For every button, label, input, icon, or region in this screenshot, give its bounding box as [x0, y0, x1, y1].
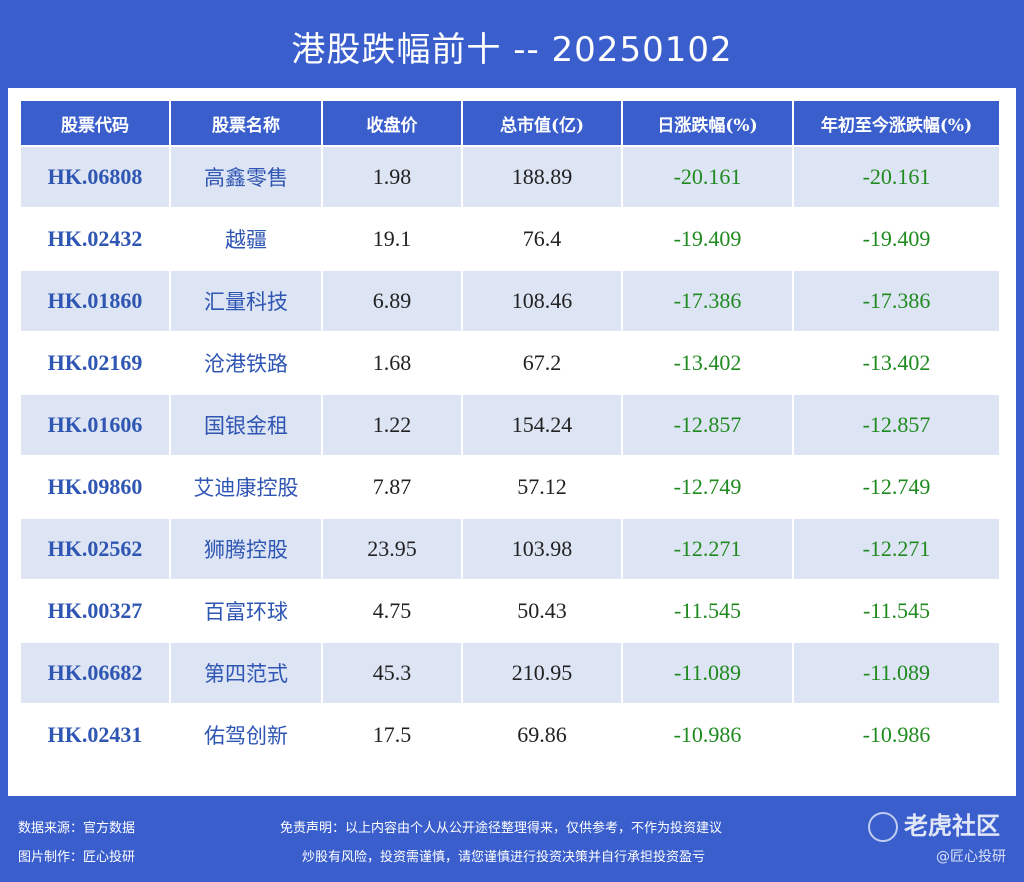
cell-daily-change: -12.857	[623, 395, 792, 455]
cell-name: 沧港铁路	[171, 333, 321, 393]
image-maker-note: 图片制作：匠心投研	[18, 850, 136, 865]
cell-ytd-change: -11.089	[794, 643, 999, 703]
col-header-name: 股票名称	[171, 101, 321, 145]
cell-code: HK.02431	[21, 705, 169, 765]
cell-close: 17.5	[323, 705, 461, 765]
cell-ytd-change: -19.409	[794, 209, 999, 269]
cell-name: 百富环球	[171, 581, 321, 641]
cell-close: 7.87	[323, 457, 461, 517]
cell-code: HK.06808	[21, 147, 169, 207]
cell-name: 汇量科技	[171, 271, 321, 331]
table-row: HK.06808 高鑫零售 1.98 188.89 -20.161 -20.16…	[21, 147, 999, 207]
table-row: HK.01860 汇量科技 6.89 108.46 -17.386 -17.38…	[21, 271, 999, 331]
cell-ytd-change: -12.749	[794, 457, 999, 517]
cell-daily-change: -20.161	[623, 147, 792, 207]
cell-name: 国银金租	[171, 395, 321, 455]
table-row: HK.00327 百富环球 4.75 50.43 -11.545 -11.545	[21, 581, 999, 641]
cell-name: 艾迪康控股	[171, 457, 321, 517]
table-row: HK.09860 艾迪康控股 7.87 57.12 -12.749 -12.74…	[21, 457, 999, 517]
cell-marketcap: 108.46	[463, 271, 621, 331]
disclaimer-line-2: 炒股有风险，投资需谨慎，请您谨慎进行投资决策并自行承担投资盈亏	[302, 850, 706, 865]
cell-daily-change: -19.409	[623, 209, 792, 269]
cell-daily-change: -17.386	[623, 271, 792, 331]
col-header-code: 股票代码	[21, 101, 169, 145]
cell-daily-change: -12.749	[623, 457, 792, 517]
table-row: HK.02432 越疆 19.1 76.4 -19.409 -19.409	[21, 209, 999, 269]
watermark-text: 老虎社区	[904, 812, 1000, 840]
cell-marketcap: 50.43	[463, 581, 621, 641]
table-header-row: 股票代码 股票名称 收盘价 总市值(亿) 日涨跌幅(%) 年初至今涨跌幅(%)	[21, 101, 999, 145]
cell-close: 4.75	[323, 581, 461, 641]
tiger-logo-icon	[868, 812, 898, 842]
cell-name: 第四范式	[171, 643, 321, 703]
cell-marketcap: 67.2	[463, 333, 621, 393]
cell-ytd-change: -20.161	[794, 147, 999, 207]
cell-close: 1.68	[323, 333, 461, 393]
cell-marketcap: 210.95	[463, 643, 621, 703]
cell-daily-change: -11.089	[623, 643, 792, 703]
table-row: HK.02431 佑驾创新 17.5 69.86 -10.986 -10.986	[21, 705, 999, 765]
cell-close: 19.1	[323, 209, 461, 269]
col-header-daily-change: 日涨跌幅(%)	[623, 101, 792, 145]
cell-close: 6.89	[323, 271, 461, 331]
cell-name: 佑驾创新	[171, 705, 321, 765]
page-title: 港股跌幅前十 -- 20250102	[291, 30, 733, 70]
watermark-handle: @匠心投研	[936, 849, 1006, 865]
cell-code: HK.09860	[21, 457, 169, 517]
cell-close: 23.95	[323, 519, 461, 579]
cell-ytd-change: -17.386	[794, 271, 999, 331]
cell-ytd-change: -13.402	[794, 333, 999, 393]
cell-marketcap: 69.86	[463, 705, 621, 765]
table-row: HK.02169 沧港铁路 1.68 67.2 -13.402 -13.402	[21, 333, 999, 393]
col-header-marketcap: 总市值(亿)	[463, 101, 621, 145]
cell-code: HK.06682	[21, 643, 169, 703]
cell-close: 45.3	[323, 643, 461, 703]
table-row: HK.02562 狮腾控股 23.95 103.98 -12.271 -12.2…	[21, 519, 999, 579]
cell-daily-change: -11.545	[623, 581, 792, 641]
cell-daily-change: -13.402	[623, 333, 792, 393]
cell-code: HK.02432	[21, 209, 169, 269]
cell-name: 越疆	[171, 209, 321, 269]
cell-marketcap: 103.98	[463, 519, 621, 579]
cell-close: 1.22	[323, 395, 461, 455]
col-header-ytd-change: 年初至今涨跌幅(%)	[794, 101, 999, 145]
community-watermark: 老虎社区	[868, 806, 1000, 842]
cell-code: HK.02169	[21, 333, 169, 393]
cell-ytd-change: -10.986	[794, 705, 999, 765]
cell-ytd-change: -12.857	[794, 395, 999, 455]
cell-ytd-change: -12.271	[794, 519, 999, 579]
cell-daily-change: -12.271	[623, 519, 792, 579]
cell-name: 高鑫零售	[171, 147, 321, 207]
table-panel: 股票代码 股票名称 收盘价 总市值(亿) 日涨跌幅(%) 年初至今涨跌幅(%) …	[8, 88, 1016, 796]
cell-code: HK.01860	[21, 271, 169, 331]
cell-ytd-change: -11.545	[794, 581, 999, 641]
col-header-close: 收盘价	[323, 101, 461, 145]
cell-marketcap: 188.89	[463, 147, 621, 207]
stock-table: 股票代码 股票名称 收盘价 总市值(亿) 日涨跌幅(%) 年初至今涨跌幅(%) …	[19, 99, 1001, 767]
cell-daily-change: -10.986	[623, 705, 792, 765]
data-source-note: 数据来源：官方数据	[18, 821, 136, 836]
cell-marketcap: 154.24	[463, 395, 621, 455]
table-row: HK.01606 国银金租 1.22 154.24 -12.857 -12.85…	[21, 395, 999, 455]
table-row: HK.06682 第四范式 45.3 210.95 -11.089 -11.08…	[21, 643, 999, 703]
cell-name: 狮腾控股	[171, 519, 321, 579]
cell-close: 1.98	[323, 147, 461, 207]
cell-code: HK.01606	[21, 395, 169, 455]
cell-code: HK.00327	[21, 581, 169, 641]
disclaimer-line-1: 免责声明：以上内容由个人从公开途径整理得来，仅供参考，不作为投资建议	[280, 821, 723, 836]
cell-code: HK.02562	[21, 519, 169, 579]
cell-marketcap: 76.4	[463, 209, 621, 269]
cell-marketcap: 57.12	[463, 457, 621, 517]
